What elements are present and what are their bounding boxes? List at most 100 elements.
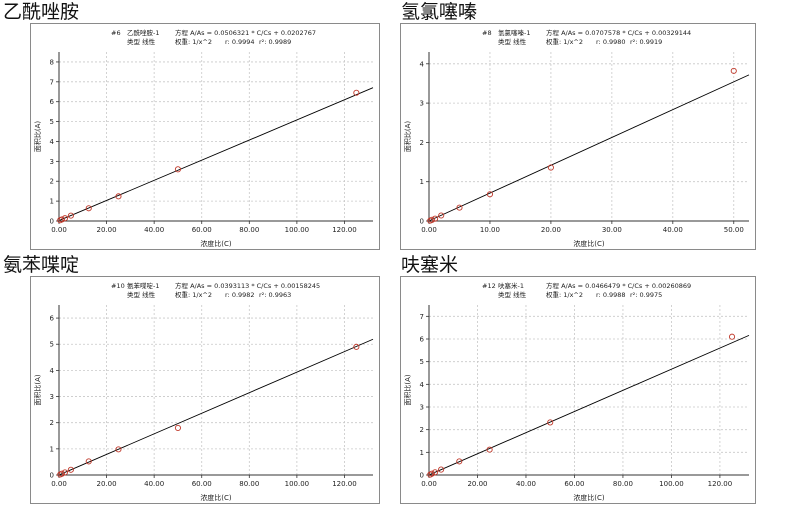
data-point bbox=[115, 193, 122, 200]
data-point bbox=[58, 470, 66, 477]
compound-no: #10 bbox=[111, 282, 125, 290]
y-tick-label: 1 bbox=[50, 198, 54, 206]
data-point bbox=[456, 204, 463, 211]
data-point bbox=[428, 470, 436, 477]
compound-name: 呋塞米-1 bbox=[498, 281, 524, 290]
equation-text: 方程 A/As = 0.0506321 * C/Cs + 0.0202767 bbox=[175, 28, 316, 37]
y-tick-label: 1 bbox=[420, 178, 424, 186]
equation-text: 方程 A/As = 0.0707578 * C/Cs + 0.00329144 bbox=[546, 28, 691, 37]
x-tick-label: 20.00 bbox=[97, 480, 117, 488]
chart-svg-3: #10 氨苯喋啶-1 方程 A/As = 0.0393113 * C/Cs + 0.… bbox=[33, 281, 374, 502]
r2-value: r²: 0.9963 bbox=[259, 291, 291, 299]
data-point bbox=[432, 469, 439, 476]
x-tick-label: 100.00 bbox=[659, 480, 684, 488]
y-tick-label: 1 bbox=[420, 449, 424, 457]
type-label: 类型 线性 bbox=[127, 290, 156, 299]
x-tick-label: 20.00 bbox=[97, 226, 117, 234]
data-point bbox=[353, 89, 360, 96]
r-value: r: 0.9994 bbox=[225, 38, 255, 46]
r2-value: r²: 0.9975 bbox=[630, 291, 662, 299]
y-tick-label: 5 bbox=[50, 118, 54, 126]
y-axis-label: 面积比(A) bbox=[403, 374, 412, 406]
data-point bbox=[728, 333, 736, 340]
weight-label: 权重: 1/x^2 bbox=[546, 37, 583, 46]
compound-name: 氢氯噻嗪-1 bbox=[498, 28, 530, 37]
chart-panel-4: #12 呋塞米-1 方程 A/As = 0.0466479 * C/Cs + 0.0… bbox=[400, 276, 756, 504]
compound-name: 氨苯喋啶-1 bbox=[127, 281, 159, 290]
equation-text: 方程 A/As = 0.0393113 * C/Cs + 0.00158245 bbox=[175, 281, 320, 290]
r-value: r: 0.9980 bbox=[596, 38, 626, 46]
y-tick-label: 3 bbox=[50, 393, 54, 401]
y-tick-label: 3 bbox=[420, 404, 424, 412]
data-point bbox=[428, 216, 436, 223]
regression-line bbox=[428, 74, 750, 222]
x-tick-label: 20.00 bbox=[467, 480, 487, 488]
weight-label: 权重: 1/x^2 bbox=[175, 37, 212, 46]
data-point bbox=[486, 446, 493, 453]
r2-value: r²: 0.9919 bbox=[630, 38, 662, 46]
chart-4-plot: #12 呋塞米-1 方程 A/As = 0.0466479 * C/Cs + 0.0… bbox=[403, 281, 750, 502]
x-tick-label: 40.00 bbox=[144, 226, 164, 234]
y-tick-label: 5 bbox=[50, 341, 54, 349]
r2-value: r²: 0.9989 bbox=[259, 38, 291, 46]
weight-label: 权重: 1/x^2 bbox=[546, 290, 583, 299]
data-point bbox=[61, 215, 68, 222]
data-point bbox=[61, 469, 68, 476]
x-axis-label: 浓度比(C) bbox=[573, 239, 605, 248]
y-tick-label: 4 bbox=[50, 367, 55, 375]
chart-1-plot: #6 乙酰唑胺-1 方程 A/As = 0.0506321 * C/Cs + 0.0… bbox=[33, 28, 374, 248]
y-tick-label: 1 bbox=[50, 445, 54, 453]
data-point bbox=[67, 466, 74, 473]
y-tick-label: 0 bbox=[420, 472, 424, 480]
data-point bbox=[547, 164, 554, 171]
x-tick-label: 60.00 bbox=[192, 480, 212, 488]
x-axis-label: 浓度比(C) bbox=[200, 239, 232, 248]
r-value: r: 0.9982 bbox=[225, 291, 255, 299]
chart-3-plot: #10 氨苯喋啶-1 方程 A/As = 0.0393113 * C/Cs + 0.… bbox=[33, 281, 374, 502]
data-point bbox=[456, 458, 463, 465]
y-tick-label: 7 bbox=[420, 313, 424, 321]
data-point bbox=[353, 343, 360, 350]
chart-svg-1: #6 乙酰唑胺-1 方程 A/As = 0.0506321 * C/Cs + 0.0… bbox=[33, 28, 374, 248]
chart-title-3: 氨苯喋啶 bbox=[3, 254, 80, 276]
data-point bbox=[438, 212, 445, 219]
type-label: 类型 线性 bbox=[498, 290, 527, 299]
x-tick-label: 0.00 bbox=[51, 480, 67, 488]
data-point bbox=[432, 215, 439, 222]
x-tick-label: 80.00 bbox=[613, 480, 633, 488]
data-point bbox=[85, 458, 92, 465]
y-tick-label: 0 bbox=[50, 218, 54, 226]
regression-line bbox=[428, 334, 750, 476]
compound-no: #12 bbox=[482, 282, 496, 290]
r-value: r: 0.9988 bbox=[596, 291, 626, 299]
y-tick-label: 4 bbox=[420, 381, 425, 389]
weight-label: 权重: 1/x^2 bbox=[175, 290, 212, 299]
chart-title-1: 乙酰唑胺 bbox=[3, 1, 80, 23]
x-tick-label: 120.00 bbox=[332, 480, 357, 488]
data-point bbox=[174, 166, 181, 173]
compound-no: #8 bbox=[482, 29, 492, 37]
x-axis-label: 浓度比(C) bbox=[200, 493, 232, 502]
y-tick-label: 6 bbox=[420, 336, 425, 344]
y-axis-label: 面积比(A) bbox=[33, 121, 42, 153]
y-tick-label: 2 bbox=[50, 178, 54, 186]
x-tick-label: 40.00 bbox=[663, 226, 683, 234]
data-point bbox=[486, 191, 494, 198]
chart-svg-4: #12 呋塞米-1 方程 A/As = 0.0466479 * C/Cs + 0.0… bbox=[403, 281, 750, 502]
y-tick-label: 4 bbox=[50, 138, 55, 146]
x-tick-label: 50.00 bbox=[724, 226, 744, 234]
compound-no: #6 bbox=[111, 29, 121, 37]
x-tick-label: 0.00 bbox=[51, 226, 67, 234]
y-tick-label: 7 bbox=[50, 78, 54, 86]
data-point bbox=[438, 466, 445, 473]
y-tick-label: 3 bbox=[420, 100, 424, 108]
compound-name: 乙酰唑胺-1 bbox=[127, 28, 159, 37]
data-point bbox=[67, 212, 74, 219]
chart-panel-1: #6 乙酰唑胺-1 方程 A/As = 0.0506321 * C/Cs + 0.0… bbox=[30, 23, 380, 250]
x-axis-label: 浓度比(C) bbox=[573, 493, 605, 502]
y-axis-label: 面积比(A) bbox=[33, 374, 42, 406]
data-point bbox=[58, 216, 66, 223]
x-tick-label: 60.00 bbox=[564, 480, 584, 488]
data-point bbox=[547, 419, 554, 426]
type-label: 类型 线性 bbox=[498, 37, 527, 46]
